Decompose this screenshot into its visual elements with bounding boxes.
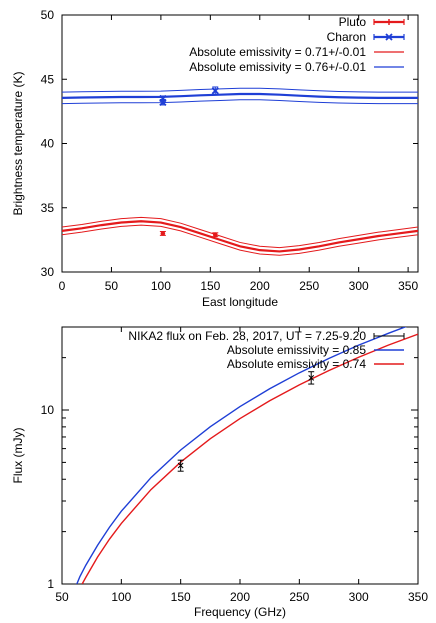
nika2-marker	[177, 462, 184, 469]
charon-point	[211, 87, 219, 95]
x-tick-label: 50	[105, 279, 119, 293]
y-tick-label: 40	[41, 137, 55, 151]
legend-marker	[385, 33, 393, 41]
model-curve-0	[76, 327, 408, 584]
y-tick-label: 10	[41, 403, 55, 417]
model-curves	[76, 327, 418, 584]
x-tick-label: 50	[55, 590, 69, 604]
model-curve-0	[61, 220, 419, 253]
model-curve-1	[61, 92, 418, 99]
y-tick-label: 50	[41, 8, 55, 22]
model-band-upper-1	[61, 87, 418, 93]
x-tick-label: 300	[349, 279, 369, 293]
legend-label: Absolute emissivity = 0.85	[227, 343, 366, 357]
legend-label: Pluto	[339, 15, 367, 29]
flux-spectrum-panel: 50 100 150 200 250 300 350 1 10 Frequency (GHz) Fl…	[11, 326, 428, 619]
legend-label: Absolute emissivity = 0.76+/-0.01	[189, 60, 366, 74]
y-tick-label: 35	[41, 201, 55, 215]
x-tick-label: 200	[250, 279, 270, 293]
y-axis-label: Flux (mJy)	[11, 428, 25, 484]
model-curve-1	[81, 333, 418, 584]
model-band-upper-0	[61, 216, 419, 249]
legend-label: NIKA2 flux on Feb. 28, 2017, UT = 7.25-9…	[128, 329, 366, 343]
legend-label: Absolute emissivity = 0.74	[227, 357, 366, 371]
pluto-point	[212, 232, 218, 238]
x-tick-label: 100	[151, 279, 171, 293]
model-band-lower-1	[61, 99, 418, 105]
x-tick-label: 200	[230, 590, 250, 604]
y-axis-label: Brightness temperature (K)	[11, 71, 25, 215]
x-tick-label: 100	[111, 590, 131, 604]
model-band-lower-0	[61, 224, 419, 256]
x-tick-label: 250	[289, 590, 309, 604]
x-tick-label: 150	[200, 279, 220, 293]
x-tick-label: 150	[171, 590, 191, 604]
brightness-temperature-panel: 0 50 100 150 200 250 300 350 30 35 40 45 50 East long…	[11, 8, 419, 309]
y-tick-label: 45	[41, 72, 55, 86]
x-tick-label: 250	[299, 279, 319, 293]
y-tick-label: 30	[41, 265, 55, 279]
charon-point	[159, 98, 167, 107]
legend-label: Charon	[327, 30, 366, 44]
x-tick-label: 300	[349, 590, 369, 604]
legend-label: Absolute emissivity = 0.71+/-0.01	[189, 45, 366, 59]
x-tick-label: 0	[59, 279, 66, 293]
pluto-point	[160, 231, 166, 236]
x-tick-label: 350	[408, 590, 428, 604]
x-axis-label: Frequency (GHz)	[194, 605, 286, 619]
nika2-marker	[308, 375, 315, 381]
x-axis-label: East longitude	[202, 295, 278, 309]
x-tick-label: 350	[398, 279, 418, 293]
y-tick-label: 1	[47, 577, 54, 591]
